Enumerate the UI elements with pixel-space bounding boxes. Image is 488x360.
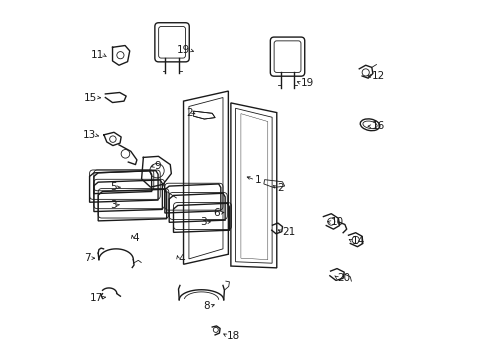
Text: 3: 3 (200, 217, 206, 227)
Text: 12: 12 (371, 71, 384, 81)
Text: 2: 2 (185, 108, 192, 118)
Text: 18: 18 (227, 331, 240, 341)
Text: 4: 4 (178, 254, 184, 264)
Text: 20: 20 (336, 273, 349, 283)
Text: 7: 7 (84, 253, 91, 263)
Text: 17: 17 (89, 293, 102, 303)
Text: 2: 2 (276, 183, 283, 193)
Text: 8: 8 (203, 301, 210, 311)
Text: 14: 14 (351, 236, 365, 246)
Text: 9: 9 (155, 161, 161, 171)
Text: 21: 21 (282, 227, 295, 237)
Text: 11: 11 (90, 50, 104, 60)
Text: 6: 6 (212, 208, 219, 218)
Text: 15: 15 (84, 93, 97, 103)
Text: 3: 3 (110, 200, 116, 210)
Text: 19: 19 (176, 45, 190, 55)
Text: 5: 5 (110, 182, 117, 192)
Text: 1: 1 (255, 175, 262, 185)
Text: 4: 4 (132, 233, 139, 243)
Text: 16: 16 (371, 121, 384, 131)
Text: 10: 10 (330, 217, 344, 227)
Text: 13: 13 (82, 130, 96, 140)
Text: 19: 19 (301, 78, 314, 88)
